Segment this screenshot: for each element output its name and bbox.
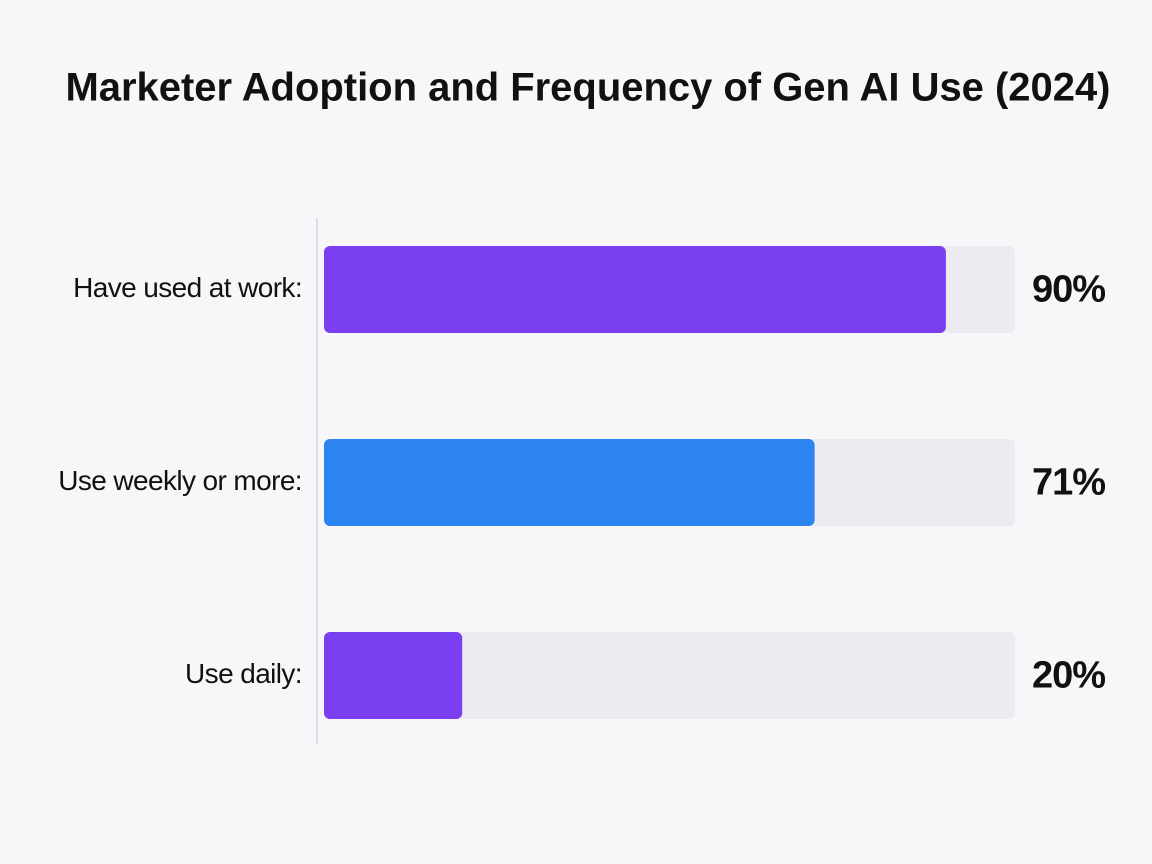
category-label: Have used at work: bbox=[73, 272, 302, 303]
category-label: Use daily: bbox=[185, 658, 302, 689]
chart-title: Marketer Adoption and Frequency of Gen A… bbox=[66, 66, 1111, 110]
value-label: 90% bbox=[1032, 269, 1105, 311]
value-label: 71% bbox=[1032, 462, 1105, 504]
category-label: Use weekly or more: bbox=[58, 465, 302, 496]
bar bbox=[324, 632, 463, 719]
bar bbox=[324, 246, 946, 333]
bar-track bbox=[324, 632, 1015, 719]
value-label: 20% bbox=[1032, 655, 1105, 697]
bar bbox=[324, 439, 815, 526]
